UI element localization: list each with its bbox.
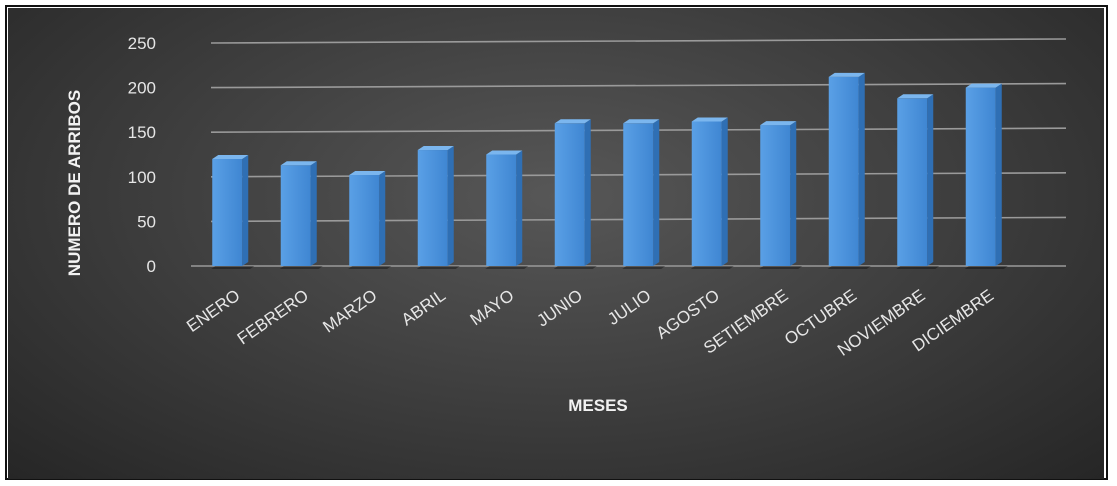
bars bbox=[211, 72, 1008, 269]
gridline bbox=[210, 38, 1067, 44]
bar bbox=[348, 171, 392, 269]
x-tick-label: ABRIL bbox=[398, 286, 449, 330]
y-tick-label: 100 bbox=[128, 168, 156, 187]
bar bbox=[279, 161, 323, 269]
x-tick-label: JULIO bbox=[604, 286, 654, 329]
bar bbox=[416, 146, 460, 269]
x-axis-title: MESES bbox=[568, 396, 628, 415]
bar bbox=[827, 72, 871, 269]
y-tick-label: 250 bbox=[128, 34, 156, 53]
x-tick-label: JUNIO bbox=[533, 286, 586, 331]
x-tick-label: MARZO bbox=[319, 286, 380, 337]
y-axis-ticks: 0 50 100 150 200 250 bbox=[128, 34, 156, 276]
bar bbox=[964, 83, 1008, 269]
bar bbox=[896, 94, 940, 269]
y-tick-label: 0 bbox=[147, 257, 156, 276]
x-tick-label: ENERO bbox=[183, 286, 243, 336]
bar bbox=[553, 119, 597, 269]
x-tick-label: MAYO bbox=[467, 286, 518, 330]
x-tick-label: FEBRERO bbox=[234, 286, 312, 349]
y-axis-title: NUMERO DE ARRIBOS bbox=[65, 90, 84, 276]
bar bbox=[690, 117, 734, 269]
bar bbox=[622, 119, 666, 269]
bar bbox=[211, 154, 255, 269]
y-tick-label: 200 bbox=[128, 79, 156, 98]
y-tick-label: 50 bbox=[137, 212, 156, 231]
bar bbox=[485, 150, 529, 269]
gridline bbox=[210, 82, 1067, 89]
chart-panel: 0 50 100 150 200 250 ENERO FEBRERO MARZO ABRIL MA… bbox=[8, 8, 1104, 479]
bar bbox=[759, 121, 803, 269]
y-tick-label: 150 bbox=[128, 123, 156, 142]
